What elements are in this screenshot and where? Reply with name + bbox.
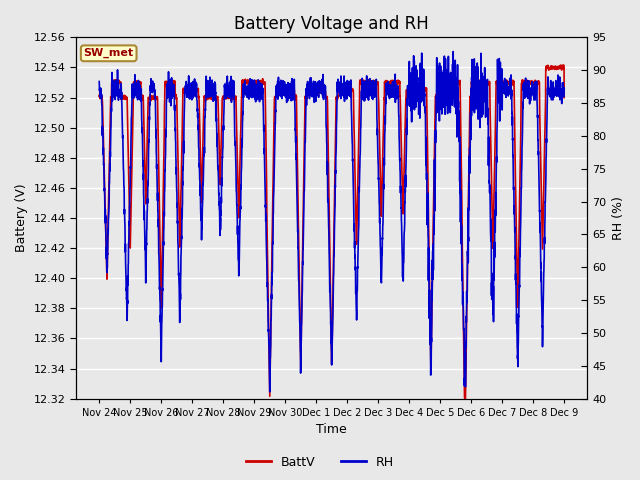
Y-axis label: Battery (V): Battery (V) — [15, 184, 28, 252]
Text: SW_met: SW_met — [84, 48, 134, 59]
Legend: BattV, RH: BattV, RH — [241, 451, 399, 474]
Title: Battery Voltage and RH: Battery Voltage and RH — [234, 15, 429, 33]
Y-axis label: RH (%): RH (%) — [612, 196, 625, 240]
X-axis label: Time: Time — [316, 423, 347, 436]
